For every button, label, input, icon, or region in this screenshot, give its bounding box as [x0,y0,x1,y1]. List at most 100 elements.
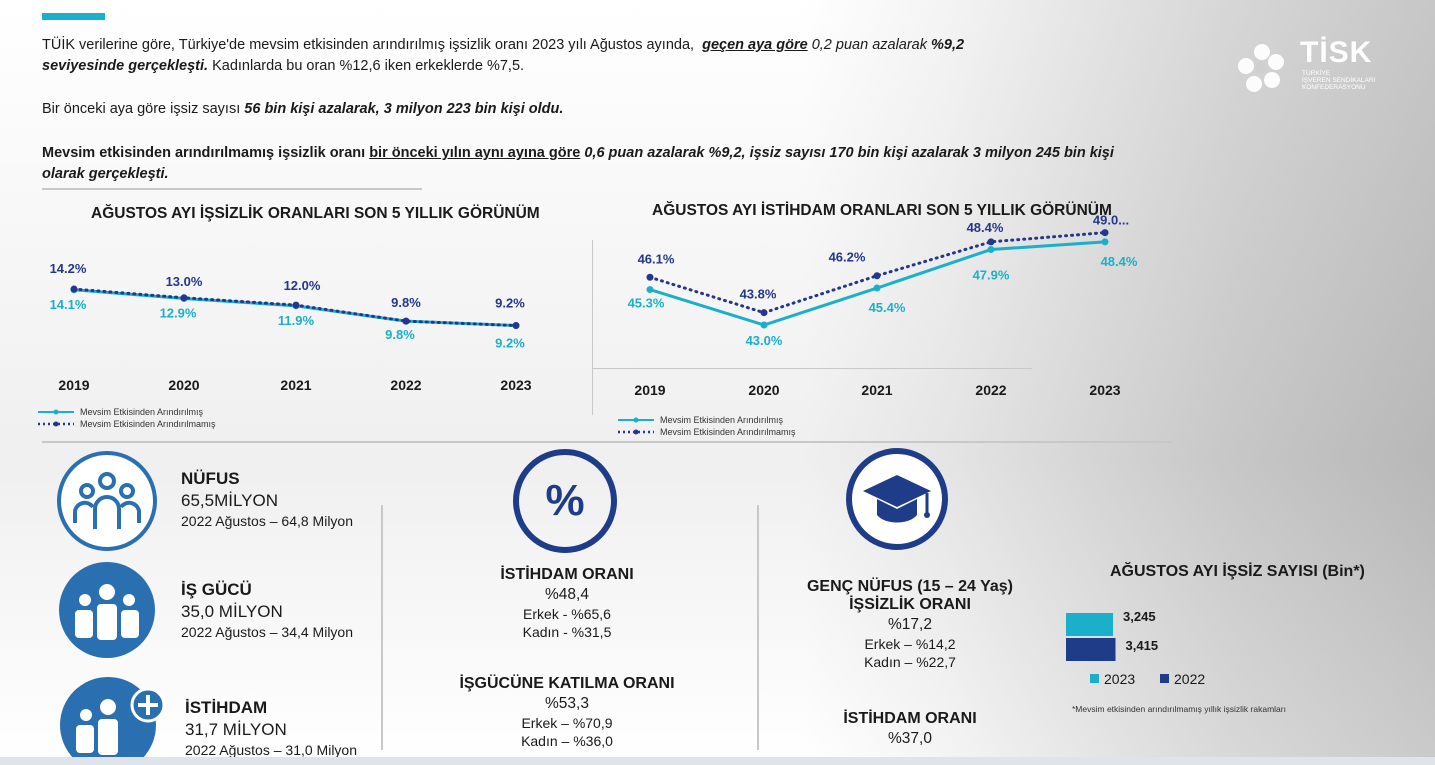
data-label: 48.4% [967,220,1004,235]
legend-swatch [1160,674,1169,683]
divider [592,240,593,415]
bar-chart-footnote: *Mevsim etkisinden arındırılmamış yıllık… [1072,704,1286,714]
divider [42,441,1172,443]
stat-employment: İSTİHDAM 31,7 MİLYON 2022 Ağustos – 31,0… [185,698,357,758]
data-label: 14.2% [50,261,87,276]
x-tick-label: 2023 [1089,382,1120,398]
x-tick-label: 2022 [390,377,421,393]
intro-paragraph-3: Mevsim etkisinden arındırılmamış işsizli… [42,145,1114,182]
tisk-flower-icon [1238,44,1284,92]
stat-value: 31,7 MİLYON [185,720,287,739]
unemployment-line-chart: 14.1% 12.9% 11.9% 9.8% 9.2% 14.2% 13.0% 12.0% 9.… [50,261,532,393]
accent-bar [42,13,105,20]
employment-add-icon [60,677,166,765]
data-label: 49.0... [1093,215,1129,228]
data-label: 48.4% [1101,254,1138,269]
participation-rate-value: %53,3 [545,695,589,712]
bar-value-label: 3,415 [1126,638,1159,653]
youth-title: GENÇ NÜFUS (15 – 24 Yaş) [806,578,1013,595]
employment-rate-male: Erkek - %65,6 [523,606,611,622]
logo-subtitle: TÜRKİYE İŞVEREN SENDİKALARI KONFEDERASYONU [1302,70,1376,91]
legend-item: Mevsim Etkisinden Arındırılmış [38,406,216,418]
data-point [180,294,188,302]
x-tick-label: 2023 [500,377,531,393]
employment-rate-female: Kadın - %31,5 [522,624,612,640]
data-point [512,322,520,330]
data-point [70,285,78,293]
intro-paragraph-2: Bir önceki aya göre işsiz sayısı 56 bin … [42,101,564,117]
youth-employment-value: %37,0 [888,730,932,747]
data-point [873,284,881,292]
stat-title: İŞ GÜCÜ [181,580,252,599]
stat-previous: 2022 Ağustos – 64,8 Milyon [181,513,354,529]
youth-unemployment-title: İŞSİZLİK ORANI [849,596,971,613]
data-point [646,286,654,294]
data-label: 9.2% [495,296,525,311]
bottom-strip [0,757,1435,765]
x-tick-label: 2020 [748,382,779,398]
stat-value: 35,0 MİLYON [181,602,283,621]
data-label: 47.9% [973,268,1010,283]
x-tick-label: 2021 [861,382,892,398]
data-point [1101,238,1109,246]
youth-unemployment-female: Kadın – %22,7 [864,654,956,670]
percent-icon: % [513,449,617,553]
legend-label: 2023 [1104,671,1135,687]
x-tick-label: 2022 [975,382,1006,398]
intro-paragraph-1: TÜİK verilerine göre, Türkiye'de mevsim … [42,37,965,74]
bar-value-label: 3,245 [1123,609,1156,624]
youth-unemployment-value: %17,2 [888,616,932,633]
legend-employment: Mevsim Etkisinden Arındırılmış Mevsim Et… [618,414,796,438]
data-point [987,238,995,246]
data-label: 46.1% [638,251,675,266]
data-label: 9.2% [495,336,525,351]
legend-item: Mevsim Etkisinden Arındırılmamış [618,426,796,438]
youth-employment-title: İSTİHDAM ORANI [843,710,977,727]
x-tick-label: 2020 [168,377,199,393]
legend-label: 2022 [1174,671,1205,687]
participation-rate-block: İŞGÜCÜNE KATILMA ORANI %53,3 Erkek – %70… [437,675,697,749]
stat-population: NÜFUS 65,5MİLYON 2022 Ağustos – 64,8 Mil… [181,469,353,529]
tisk-logo: TİSK TÜRKİYE İŞVEREN SENDİKALARI KONFEDERA… [1238,36,1388,98]
bar [1066,613,1114,636]
data-label: 12.0% [284,278,321,293]
participation-rate-female: Kadın – %36,0 [521,733,613,749]
data-label: 11.9% [278,313,315,328]
data-label: 12.9% [160,306,197,321]
divider [381,505,383,750]
stat-value: 65,5MİLYON [181,491,279,510]
series-line-unadjusted [648,231,1107,315]
data-label: 43.0% [746,333,783,348]
x-tick-label: 2019 [634,382,665,398]
data-label: 9.8% [391,295,421,310]
data-label: 13.0% [166,274,203,289]
youth-unemployment-block: GENÇ NÜFUS (15 – 24 Yaş) İŞSİZLİK ORANI … [790,578,1030,670]
chart-title-unemployment: AĞUSTOS AYI İŞSİZLİK ORANLARI SON 5 YILL… [91,205,540,222]
divider [592,368,1032,369]
employment-rate-title: İSTİHDAM ORANI [500,566,634,583]
divider [42,188,422,190]
x-tick-label: 2021 [280,377,311,393]
bar [1066,638,1116,661]
participation-rate-male: Erkek – %70,9 [521,715,613,731]
legend-item: Mevsim Etkisinden Arındırılmamış [38,418,216,430]
population-icon [57,451,157,551]
data-point [402,317,410,325]
data-point [1101,229,1109,237]
logo-name: TİSK [1300,36,1373,69]
employment-rate-block: İSTİHDAM ORANI %48,4 Erkek - %65,6 Kadın… [467,566,667,640]
data-point [292,301,300,309]
data-label: 9.8% [385,327,415,342]
data-point [873,272,881,280]
chart-title-unemployed-count: AĞUSTOS AYI İŞSİZ SAYISI (Bin*) [1110,563,1365,580]
stat-title: NÜFUS [181,469,240,488]
data-label: 46.2% [829,250,866,265]
participation-rate-title: İŞGÜCÜNE KATILMA ORANI [459,675,675,692]
legend-swatch [1090,674,1099,683]
data-point [760,309,768,317]
data-label: 45.3% [628,296,665,311]
employment-rate-value: %48,4 [545,586,589,603]
data-point [646,273,654,281]
graduation-cap-icon [846,448,948,550]
